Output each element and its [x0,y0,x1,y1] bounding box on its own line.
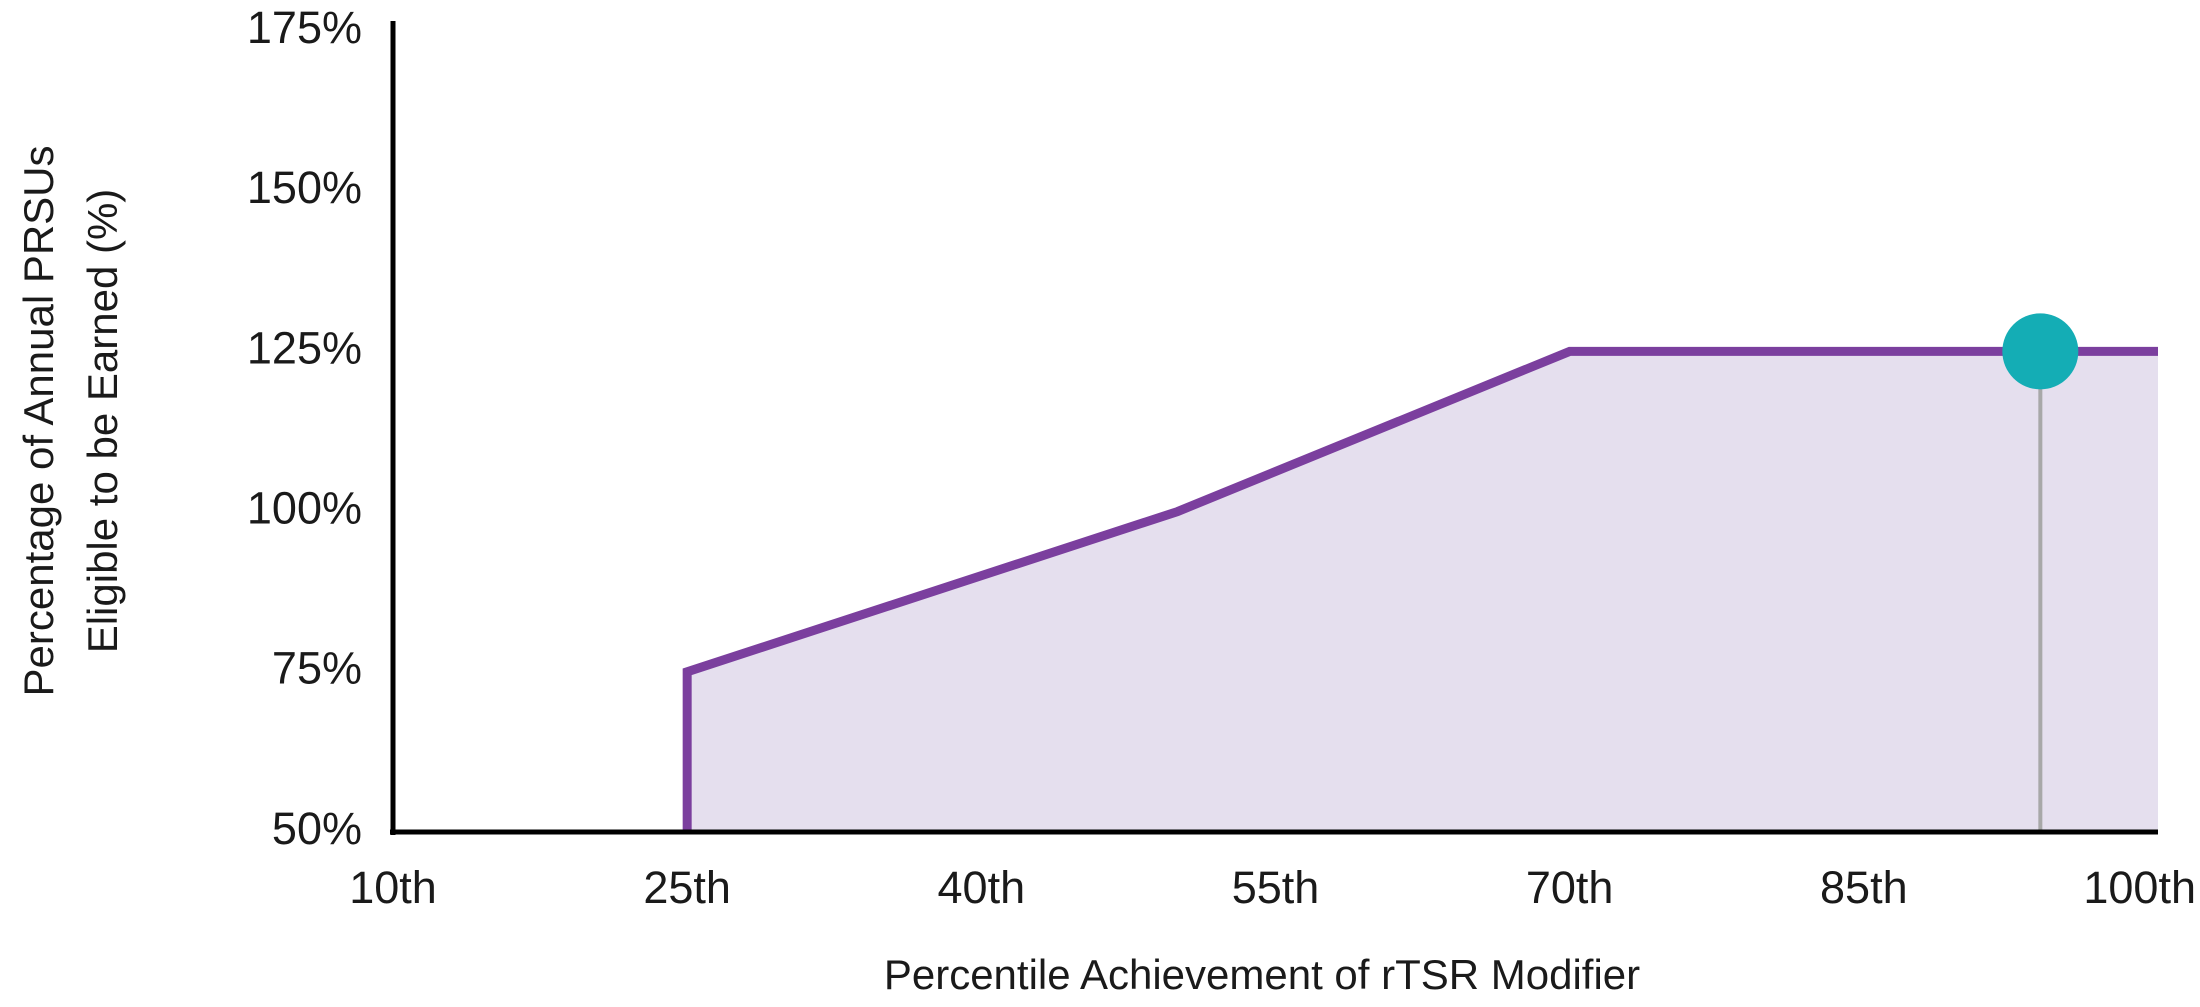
y-tick-label: 50% [272,803,362,854]
y-tick-label: 125% [247,322,362,373]
area [687,351,2158,832]
y-tick-label: 150% [247,162,362,213]
marker [2002,313,2079,390]
y-axis-label: Eligible to be Earned (%) [79,189,126,654]
y-axis-label-group: Percentage of Annual PRSUs Eligible to b… [15,145,126,696]
x-tick-label: 55th [1232,862,1320,913]
y-tick-label: 100% [247,482,362,533]
x-tick-label: 25th [643,862,731,913]
x-tick-label: 100th [2083,862,2196,913]
y-axis-label: Percentage of Annual PRSUs [15,145,62,696]
x-tick-label: 10th [349,862,437,913]
line [682,346,2158,832]
x-axis-label: Percentile Achievement of rTSR Modifier [884,951,1640,998]
y-tick-label: 75% [272,643,362,694]
x-tick-label: 70th [1526,862,1614,913]
y-tick-label: 175% [247,2,362,53]
x-tick-label: 40th [938,862,1026,913]
x-tick-label: 85th [1820,862,1908,913]
